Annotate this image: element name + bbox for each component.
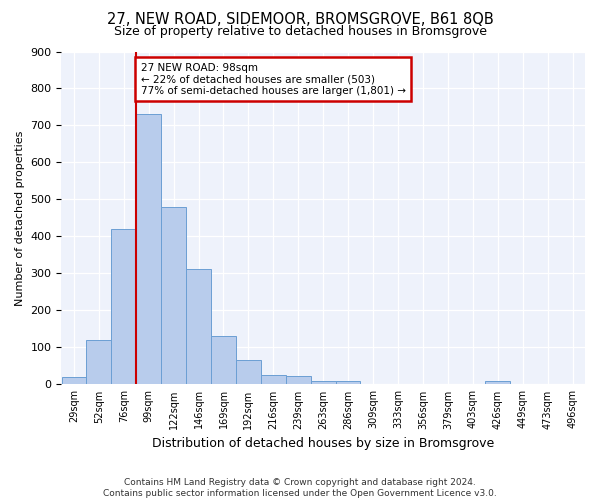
Bar — [112, 229, 136, 384]
X-axis label: Distribution of detached houses by size in Bromsgrove: Distribution of detached houses by size … — [152, 437, 494, 450]
Bar — [161, 207, 186, 384]
Text: 27 NEW ROAD: 98sqm
← 22% of detached houses are smaller (503)
77% of semi-detach: 27 NEW ROAD: 98sqm ← 22% of detached hou… — [140, 62, 406, 96]
Bar — [261, 375, 286, 384]
Text: Size of property relative to detached houses in Bromsgrove: Size of property relative to detached ho… — [113, 25, 487, 38]
Bar — [62, 377, 86, 384]
Bar — [86, 340, 111, 384]
Text: 27, NEW ROAD, SIDEMOOR, BROMSGROVE, B61 8QB: 27, NEW ROAD, SIDEMOOR, BROMSGROVE, B61 … — [107, 12, 493, 28]
Bar — [286, 376, 311, 384]
Y-axis label: Number of detached properties: Number of detached properties — [15, 130, 25, 306]
Bar — [336, 382, 361, 384]
Bar — [311, 380, 335, 384]
Text: Contains HM Land Registry data © Crown copyright and database right 2024.
Contai: Contains HM Land Registry data © Crown c… — [103, 478, 497, 498]
Bar — [236, 360, 261, 384]
Bar — [186, 268, 211, 384]
Bar — [211, 336, 236, 384]
Bar — [136, 114, 161, 384]
Bar — [485, 380, 510, 384]
